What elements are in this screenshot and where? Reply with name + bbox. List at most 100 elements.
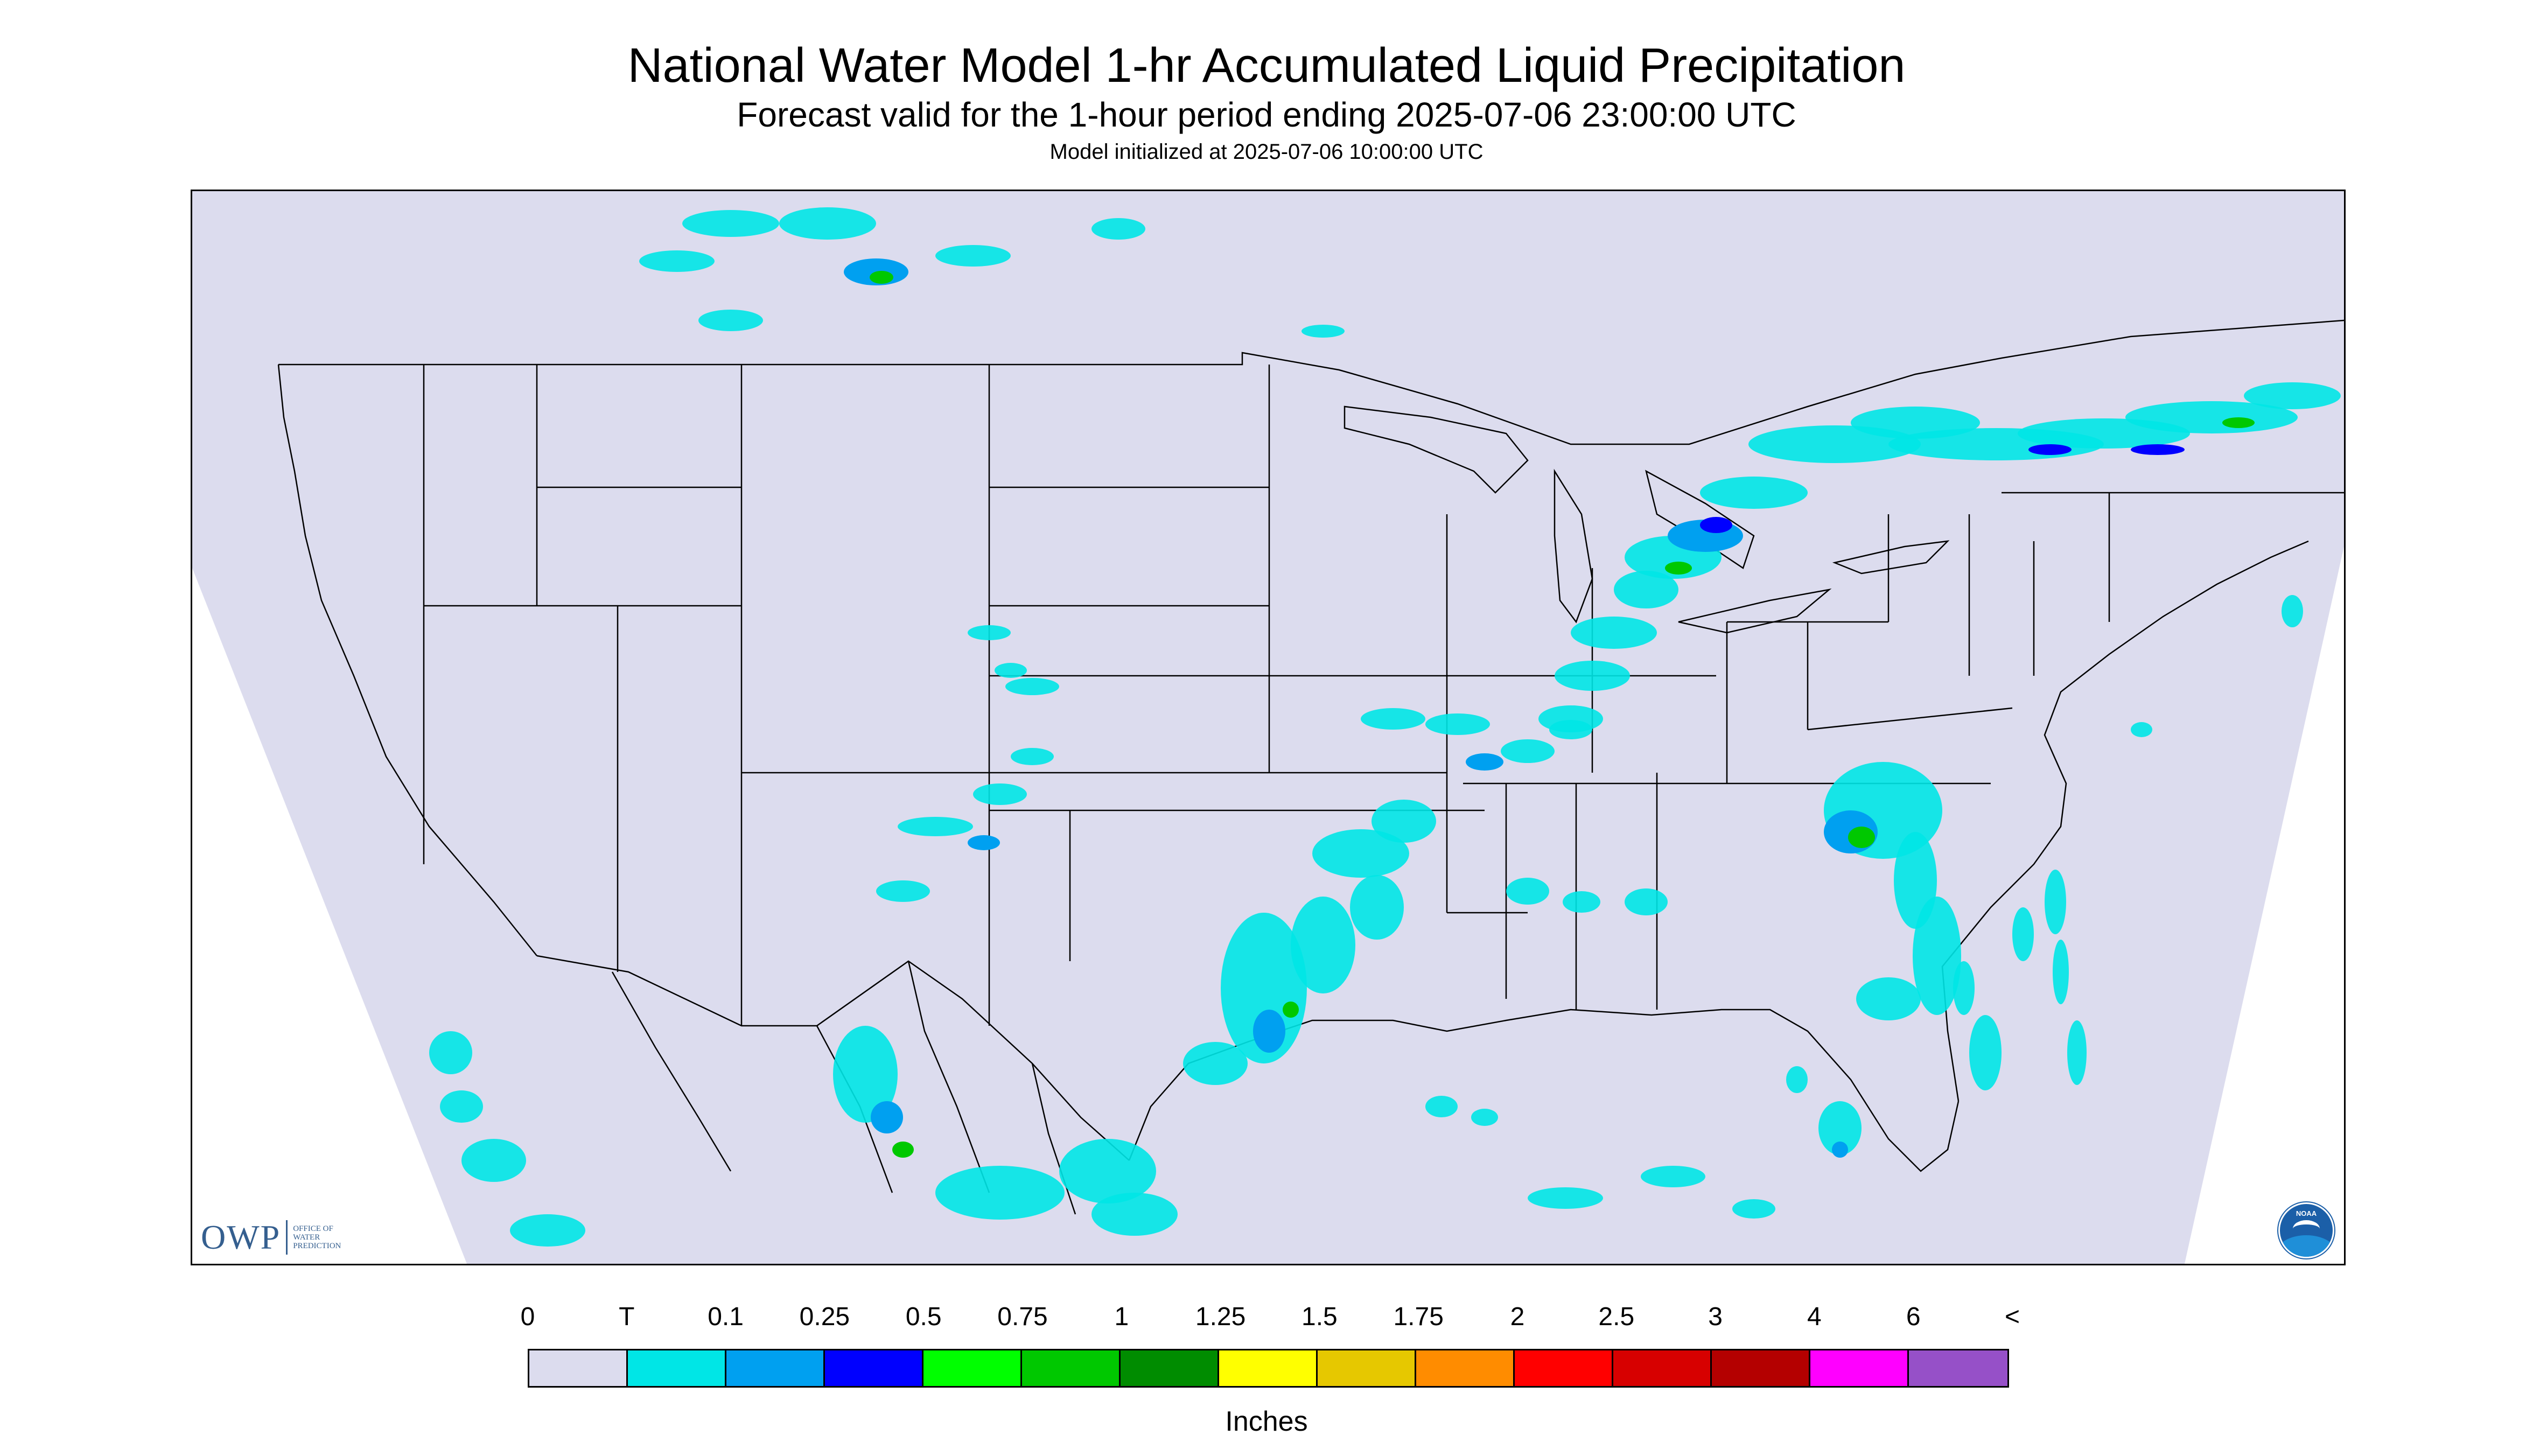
precip-cell bbox=[1501, 739, 1555, 763]
legend-color-box bbox=[1810, 1350, 1909, 1386]
precip-cell bbox=[2012, 907, 2034, 961]
legend-label: 2.5 bbox=[1598, 1303, 1635, 1331]
legend-colorbar bbox=[528, 1349, 2009, 1388]
precip-cell bbox=[1786, 1066, 1808, 1093]
precip-cell bbox=[1291, 897, 1355, 993]
precip-cell bbox=[1253, 1010, 1285, 1053]
legend-color-box bbox=[1712, 1350, 1810, 1386]
legend-title: Inches bbox=[1225, 1406, 1308, 1437]
legend-label: 1 bbox=[1114, 1303, 1129, 1331]
precip-cell bbox=[639, 250, 715, 272]
legend-label: 1.75 bbox=[1393, 1303, 1444, 1331]
precip-cell bbox=[968, 625, 1011, 640]
precip-cell bbox=[2067, 1020, 2087, 1085]
precip-cell bbox=[935, 245, 1011, 267]
precip-cell bbox=[1011, 748, 1054, 765]
legend-color-box bbox=[1613, 1350, 1712, 1386]
precip-cell bbox=[1732, 1199, 1775, 1219]
valid-time-subtitle: Forecast valid for the 1-hour period end… bbox=[737, 95, 1796, 134]
legend-label: 6 bbox=[1906, 1303, 1921, 1331]
precip-cell bbox=[1555, 661, 1630, 691]
precipitation-field bbox=[429, 207, 2341, 1247]
chart-title: National Water Model 1-hr Accumulated Li… bbox=[627, 39, 1906, 93]
owp-logo: OWP OFFICE OF WATER PREDICTION bbox=[201, 1217, 341, 1257]
precip-cell bbox=[935, 1166, 1065, 1220]
precip-cell bbox=[2244, 382, 2341, 409]
precip-cell bbox=[1856, 977, 1921, 1020]
precip-cell bbox=[440, 1090, 483, 1123]
precip-cell bbox=[2131, 444, 2185, 455]
precip-cell bbox=[1091, 218, 1145, 240]
precip-cell bbox=[1700, 477, 1808, 509]
precip-cell bbox=[1848, 827, 1875, 848]
legend-color-box bbox=[1022, 1350, 1121, 1386]
state-boundaries bbox=[277, 319, 2344, 1215]
legend-color-box bbox=[529, 1350, 628, 1386]
precip-cell bbox=[1005, 678, 1059, 695]
precip-cell bbox=[2045, 870, 2066, 934]
precip-cell bbox=[1059, 1139, 1156, 1203]
precip-cell bbox=[1471, 1109, 1498, 1126]
precip-cell bbox=[1953, 961, 1975, 1015]
precip-cell bbox=[1614, 571, 1678, 608]
legend-label: 3 bbox=[1708, 1303, 1723, 1331]
precip-cell bbox=[1302, 325, 1345, 338]
precip-cell bbox=[995, 663, 1027, 678]
precip-cell bbox=[1818, 1101, 1862, 1155]
legend-color-box bbox=[1909, 1350, 2007, 1386]
noaa-logo-bird bbox=[2293, 1220, 2320, 1237]
precip-cell bbox=[1641, 1166, 1705, 1187]
legend-label: 1.5 bbox=[1302, 1303, 1338, 1331]
precip-cell bbox=[2222, 417, 2255, 428]
owp-logo-text: OFFICE OF WATER PREDICTION bbox=[293, 1224, 341, 1250]
precip-cell bbox=[429, 1031, 472, 1074]
precip-cell bbox=[1312, 829, 1409, 878]
legend-label: T bbox=[619, 1303, 635, 1331]
legend-label: < bbox=[2004, 1303, 2020, 1331]
precip-cell bbox=[1091, 1193, 1178, 1236]
precip-cell bbox=[1969, 1015, 2002, 1090]
precip-cell bbox=[1425, 1096, 1458, 1117]
precip-cell bbox=[2282, 595, 2303, 627]
legend-labels: 0 T 0.1 0.25 0.5 0.75 1 1.25 1.5 1.75 2 2.5 3 4 6 < bbox=[521, 1302, 2020, 1334]
precip-cell bbox=[1832, 1142, 1848, 1158]
precip-cell bbox=[870, 271, 893, 284]
precip-cell bbox=[2053, 940, 2069, 1004]
legend-color-box bbox=[1219, 1350, 1318, 1386]
noaa-logo-label: NOAA bbox=[2296, 1209, 2317, 1217]
precip-cell bbox=[968, 835, 1000, 850]
precip-cell bbox=[1183, 1042, 1248, 1085]
precip-cell bbox=[1466, 753, 1503, 771]
legend-label: 4 bbox=[1807, 1303, 1822, 1331]
precip-cell bbox=[1700, 517, 1732, 533]
legend-label: 2 bbox=[1510, 1303, 1525, 1331]
legend-label: 0.5 bbox=[905, 1303, 942, 1331]
legend-color-box bbox=[825, 1350, 923, 1386]
precipitation-map: OWP OFFICE OF WATER PREDICTION NOAA bbox=[191, 190, 2346, 1265]
precip-cell bbox=[973, 783, 1027, 805]
precip-cell bbox=[698, 310, 763, 331]
precip-cell bbox=[510, 1214, 585, 1247]
legend-label: 1.25 bbox=[1195, 1303, 1246, 1331]
precip-cell bbox=[1361, 708, 1425, 730]
precip-cell bbox=[1913, 897, 1961, 1015]
precip-cell bbox=[1372, 800, 1436, 843]
legend-color-box bbox=[1318, 1350, 1416, 1386]
legend-color-box bbox=[1121, 1350, 1219, 1386]
precip-cell bbox=[1425, 713, 1490, 735]
precip-cell bbox=[1350, 875, 1404, 940]
precip-cell bbox=[461, 1139, 526, 1182]
precip-cell bbox=[833, 1026, 898, 1123]
map-canvas bbox=[192, 191, 2344, 1264]
legend-label: 0.1 bbox=[708, 1303, 744, 1331]
precip-cell bbox=[876, 880, 930, 902]
precip-cell bbox=[1665, 562, 1692, 575]
owp-logo-divider bbox=[286, 1220, 288, 1255]
noaa-logo-wave bbox=[2280, 1235, 2333, 1257]
precip-cell bbox=[1563, 891, 1600, 913]
precip-cell bbox=[898, 817, 973, 836]
precip-cell bbox=[871, 1101, 903, 1133]
precip-cell bbox=[892, 1142, 914, 1158]
precip-cell bbox=[1625, 888, 1668, 915]
owp-logo-mark: OWP bbox=[201, 1218, 281, 1256]
